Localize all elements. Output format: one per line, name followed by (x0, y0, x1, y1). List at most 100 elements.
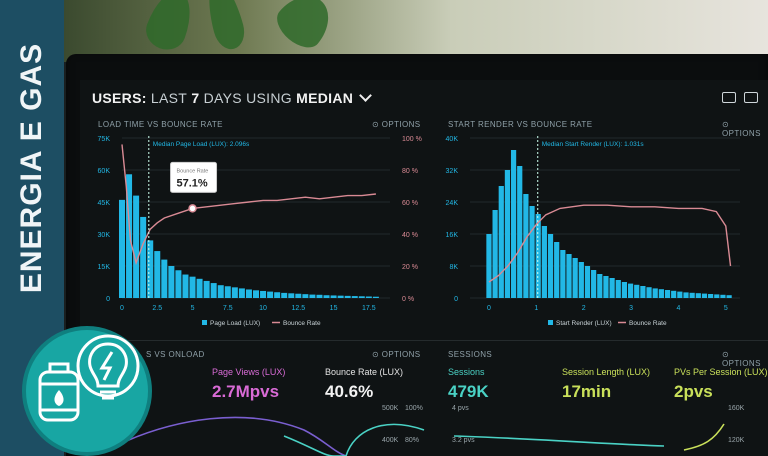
options-button-sessions[interactable]: ⊙ OPTIONS (722, 350, 761, 368)
legend-label: Bounce Rate (283, 320, 321, 327)
legend-swatch-bars (202, 320, 207, 325)
histogram-bar (664, 290, 671, 298)
tooltip-point (188, 204, 197, 213)
histogram-bar (572, 258, 578, 298)
dashboard-header[interactable]: USERS: LAST 7 DAYS USING MEDIAN (92, 89, 373, 106)
header-icons (722, 92, 758, 103)
median-marker-label: Median Page Load (LUX): 2.096s (153, 141, 250, 148)
histogram-bar (330, 295, 337, 298)
x-tick: 12.5 (292, 305, 306, 312)
y-right-tick: 60 % (402, 200, 418, 207)
histogram-bar (708, 294, 714, 298)
onload-trend-line (123, 416, 347, 456)
histogram-bar (238, 288, 245, 298)
histogram-bar (351, 296, 358, 298)
header-using: USING (246, 90, 292, 106)
tablet-icon[interactable] (744, 92, 758, 103)
tooltip-label: Bounce Rate (177, 168, 209, 174)
monitor-icon[interactable] (722, 92, 736, 103)
options-button-onload[interactable]: ⊙ OPTIONS (372, 350, 421, 359)
sessions-trend-line (453, 435, 665, 447)
y-right-tick: 40 % (402, 232, 418, 239)
histogram-bar (253, 290, 259, 298)
y-left-tick: 24K (446, 200, 459, 207)
y-left-tick: 40K (446, 136, 459, 143)
histogram-bar (196, 278, 203, 298)
histogram-bar (621, 282, 628, 298)
options-button-load[interactable]: ⊙ OPTIONS (372, 120, 421, 129)
chevron-down-icon[interactable] (359, 89, 373, 102)
pvs-trend-line (683, 423, 725, 451)
histogram-bar (695, 293, 701, 298)
header-mode: MEDIAN (296, 90, 354, 106)
y-left-tick: 60K (98, 168, 111, 175)
histogram-bar (217, 285, 224, 298)
pvs-value: 2pvs (674, 382, 713, 401)
panel-title-load: LOAD TIME VS BOUNCE RATE (98, 120, 223, 129)
options-button-render[interactable]: ⊙ OPTIONS (722, 120, 761, 138)
histogram-bar (309, 294, 316, 298)
histogram-bar (523, 194, 529, 298)
histogram-bar (591, 270, 597, 298)
histogram-bar (615, 280, 621, 298)
median-marker-label: Median Start Render (LUX): 1.031s (542, 141, 645, 148)
dashboard-screen (80, 80, 768, 456)
tooltip-value: 57.1% (177, 177, 208, 189)
histogram-bar (337, 295, 344, 298)
y-left-tick: 8K (449, 264, 458, 271)
y-left-tick: 15K (98, 264, 111, 271)
y-right-tick: 80 % (402, 168, 418, 175)
histogram-bar (168, 266, 175, 298)
histogram-bar (154, 251, 161, 298)
histogram-bar (517, 166, 523, 298)
y-left-tick: 75K (98, 136, 111, 143)
histogram-bar (486, 234, 492, 298)
histogram-bar (492, 210, 498, 298)
axis-4pvs: 4 pvs (452, 405, 469, 412)
histogram-bar (627, 283, 634, 298)
x-tick: 0 (487, 305, 491, 312)
histogram-bar (288, 293, 295, 298)
x-tick: 5 (191, 305, 195, 312)
histogram-bar (609, 278, 615, 298)
histogram-bar (510, 150, 517, 298)
header-part1: LAST (150, 90, 188, 106)
bottom-trend-lines (123, 416, 725, 456)
histogram-bar (119, 199, 125, 298)
panel-title-render: START RENDER VS BOUNCE RATE (448, 120, 593, 129)
brand-title: ENERGIA E GAS (15, 42, 48, 294)
histogram-bar (547, 234, 554, 298)
histogram-bar (677, 291, 683, 298)
histogram-bar (541, 226, 547, 298)
histogram-bar (529, 206, 535, 298)
histogram-bar (210, 283, 217, 298)
histogram-bar (597, 274, 603, 298)
axis-32pvs: 3.2 pvs (452, 437, 475, 444)
header-prefix: USERS: (92, 90, 147, 106)
axis-100: 100% (405, 405, 423, 412)
bounce-trend-line (283, 423, 425, 456)
histogram-bar (365, 296, 372, 298)
load-chart-svg: 75K 60K 45K 30K 15K 0 100 % 80 % 60 % 40 % 20 % 0 %… (98, 136, 422, 327)
bounce-tooltip (170, 161, 218, 193)
histogram-bar (316, 294, 323, 298)
histogram-bar (267, 291, 274, 298)
histogram-bar (274, 292, 281, 298)
histogram-bar (231, 287, 238, 298)
histogram-bar (140, 216, 147, 298)
panel-title-onload: S VS ONLOAD (146, 350, 205, 359)
y-left-tick: 16K (446, 232, 459, 239)
x-tick: 1 (534, 305, 538, 312)
render-chart: 40K 32K 24K 16K 8K 0 Median Start Render (LUX)… (440, 128, 768, 341)
histogram-bar (714, 294, 720, 298)
x-tick: 2.5 (152, 305, 162, 312)
bounce-rate-value: 40.6% (325, 382, 374, 401)
y-right-tick: 100 % (402, 136, 422, 143)
histogram-bar (498, 186, 504, 298)
panel-title-sessions: SESSIONS (448, 350, 493, 359)
histogram-bar (683, 292, 689, 298)
histogram-bar (126, 174, 133, 298)
legend-swatch-bars (548, 320, 553, 325)
x-tick: 10 (259, 305, 267, 312)
light-bulb-icon (76, 334, 140, 400)
